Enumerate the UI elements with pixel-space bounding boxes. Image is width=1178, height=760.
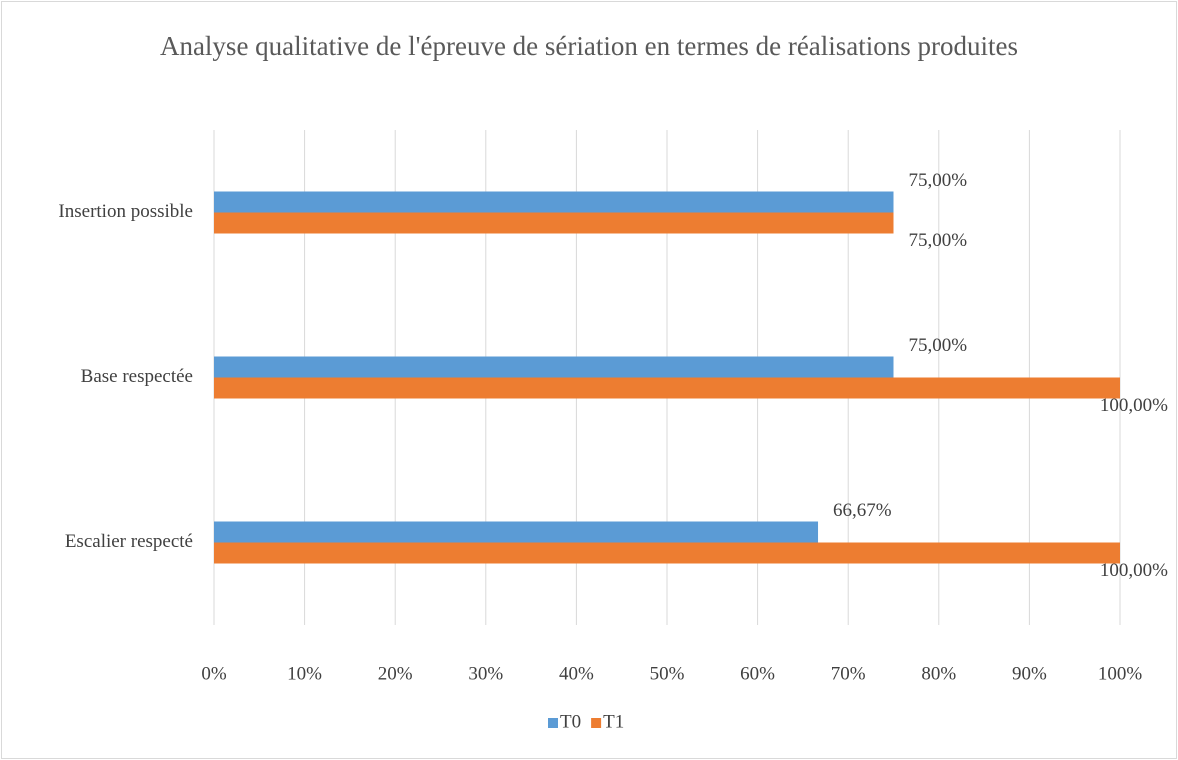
y-tick-label: Base respectée [81, 366, 193, 387]
x-tick-label: 30% [468, 663, 503, 684]
data-label: 100,00% [1100, 395, 1168, 416]
chart-title: Analyse qualitative de l'épreuve de séri… [159, 31, 1019, 61]
data-label: 75,00% [909, 170, 968, 191]
x-tick-label: 40% [559, 663, 594, 684]
x-tick-label: 90% [1012, 663, 1047, 684]
legend-swatch [548, 718, 558, 728]
x-tick-label: 100% [1098, 663, 1143, 684]
y-tick-label: Escalier respecté [65, 531, 193, 552]
data-label: 75,00% [909, 230, 968, 251]
bar [214, 377, 1120, 399]
x-tick-label: 20% [378, 663, 413, 684]
data-label: 66,67% [833, 500, 892, 521]
bar [214, 542, 1120, 564]
legend-label: T0 [560, 711, 581, 732]
x-tick-label: 80% [921, 663, 956, 684]
x-tick-label: 50% [650, 663, 685, 684]
bar [214, 356, 894, 378]
x-tick-label: 10% [287, 663, 322, 684]
bar [214, 212, 894, 234]
legend-label: T1 [603, 711, 624, 732]
data-label: 100,00% [1100, 560, 1168, 581]
y-tick-label: Insertion possible [58, 201, 193, 222]
x-tick-label: 0% [201, 663, 227, 684]
data-label: 75,00% [909, 335, 968, 356]
bar [214, 521, 819, 543]
x-tick-label: 60% [740, 663, 775, 684]
legend-swatch [591, 718, 602, 728]
bar [214, 191, 894, 213]
x-tick-label: 70% [831, 663, 866, 684]
